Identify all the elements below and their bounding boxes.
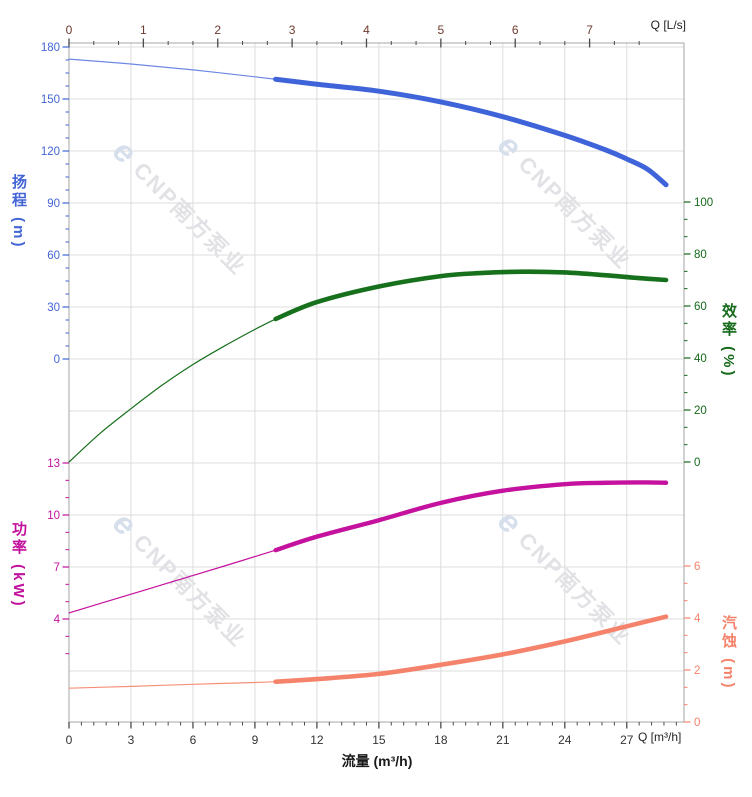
efficiency-axis-title: 效率 (%) <box>720 303 737 379</box>
bottom-axis-tick-label: 27 <box>620 733 634 747</box>
eff-axis-tick-label: 20 <box>694 405 707 417</box>
curve-eff-thin <box>68 318 277 463</box>
eff-axis-tick-label: 40 <box>694 353 707 365</box>
top-axis-tick-label: 4 <box>363 23 370 37</box>
npsh-axis-tick-label: 6 <box>694 561 700 573</box>
npsh-axis-tick-label: 4 <box>694 613 701 625</box>
eff-axis-tick-label: 0 <box>694 457 700 469</box>
power-axis-tick-label: 10 <box>47 510 60 522</box>
head-axis-title: 扬程 (m) <box>10 174 27 250</box>
bottom-axis-tick-label: 3 <box>128 733 135 747</box>
grid <box>68 42 685 723</box>
top-axis-tick-label: 2 <box>214 23 221 37</box>
power-axis-title: 功率 (kW) <box>10 521 27 609</box>
top-axis-unit-label: Q [L/s] <box>650 18 686 32</box>
bottom-axis-tick-label: 9 <box>252 733 259 747</box>
top-axis-tick-label: 6 <box>512 23 519 37</box>
watermark-text: CNP南方泵业 <box>514 527 637 650</box>
power-axis-tick-label: 7 <box>54 562 60 574</box>
bottom-axis-unit-label: Q [m³/h] <box>638 730 682 744</box>
head-axis-tick-label: 60 <box>47 250 60 262</box>
top-axis-tick-label: 5 <box>438 23 445 37</box>
bottom-axis-tick-label: 12 <box>310 733 324 747</box>
curve-head-duty <box>273 76 669 188</box>
npsh-axis-tick-label: 2 <box>694 665 700 677</box>
npsh-axis-tick-label: 0 <box>694 717 700 729</box>
head-axis-tick-label: 90 <box>47 198 60 210</box>
plot-border <box>68 42 685 723</box>
head-axis-tick-label: 0 <box>54 354 60 366</box>
bottom-axis-tick-label: 15 <box>372 733 386 747</box>
watermark-text: CNP南方泵业 <box>129 529 252 652</box>
curve-power-thin <box>68 549 277 614</box>
top-axis-tick-label: 1 <box>140 23 147 37</box>
power-axis-tick-label: 13 <box>47 458 60 470</box>
bottom-axis-tick-label: 24 <box>558 733 572 747</box>
bottom-axis-tick-label: 18 <box>434 733 448 747</box>
top-axis-tick-label: 0 <box>66 23 73 37</box>
eff-axis-tick-label: 100 <box>694 197 713 209</box>
head-axis-tick-label: 180 <box>41 42 60 54</box>
flow-axis-title: 流量 (m³/h) <box>341 753 413 769</box>
head-axis-tick-label: 120 <box>41 146 60 158</box>
head-axis-tick-label: 30 <box>47 302 60 314</box>
eff-axis-tick-label: 80 <box>694 249 707 261</box>
curve-npsh-thin <box>68 681 277 689</box>
curve-npsh-duty <box>273 614 669 684</box>
eff-axis-tick-label: 60 <box>694 301 707 313</box>
bottom-axis-tick-label: 6 <box>190 733 197 747</box>
npsh-axis-title: 汽蚀 (m) <box>720 615 737 691</box>
curve-power-duty <box>273 480 669 553</box>
axes: 0 1 2 3 4 5 6 70 3 6 9 12 15 18 21 24 271801501209060300… <box>41 23 713 747</box>
bottom-axis-tick-label: 21 <box>496 733 510 747</box>
bottom-axis-tick-label: 0 <box>66 733 73 747</box>
watermark-text: CNP南方泵业 <box>514 151 637 274</box>
top-axis-tick-label: 7 <box>586 23 593 37</box>
power-axis-tick-label: 4 <box>54 614 61 626</box>
head-axis-tick-label: 150 <box>41 94 60 106</box>
curves <box>68 58 669 689</box>
curve-head-thin <box>68 58 277 80</box>
curve-eff-duty <box>273 269 669 322</box>
watermark-text: CNP南方泵业 <box>129 157 252 280</box>
top-axis-tick-label: 3 <box>289 23 296 37</box>
